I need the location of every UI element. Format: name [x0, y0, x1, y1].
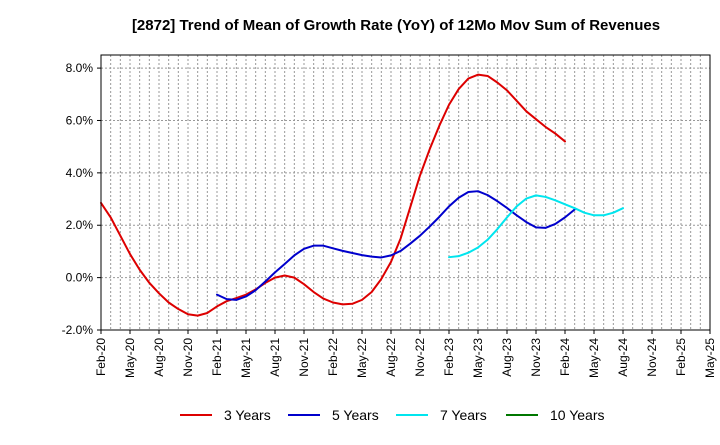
series-line-7-years [448, 194, 624, 259]
legend-label-5-years: 5 Years [332, 407, 379, 423]
x-tick-label: Nov-23 [529, 338, 543, 377]
x-tick-label: Aug-22 [384, 338, 398, 377]
legend-label-10-years: 10 Years [550, 407, 605, 423]
y-tick-label: 8.0% [66, 61, 94, 75]
x-tick-label: May-22 [355, 338, 369, 378]
x-tick-label: Feb-21 [210, 338, 224, 376]
x-tick-label: May-24 [587, 338, 601, 378]
legend-label-7-years: 7 Years [440, 407, 487, 423]
x-tick-label: Aug-23 [500, 338, 514, 377]
x-tick-label: May-23 [471, 338, 485, 378]
y-tick-label: -2.0% [62, 323, 94, 337]
y-tick-label: 4.0% [66, 166, 94, 180]
axis-layer: -2.0% 0.0% 2.0% 4.0% 6.0% 8.0% Feb-20 May-20 Aug… [62, 61, 717, 378]
y-tick-label: 6.0% [66, 113, 94, 127]
x-tick-label: May-21 [239, 338, 253, 378]
x-tick-label: Nov-24 [645, 338, 659, 377]
x-tick-label: May-25 [703, 338, 717, 378]
chart-title: [2872] Trend of Mean of Growth Rate (YoY… [132, 17, 660, 34]
x-tick-label: Nov-22 [413, 338, 427, 377]
x-tick-label: Feb-25 [674, 338, 688, 376]
x-tick-label: Feb-22 [326, 338, 340, 376]
x-tick-label: Feb-20 [94, 338, 108, 376]
x-tick-label: Aug-21 [268, 338, 282, 377]
series-line-3-years [100, 73, 566, 317]
x-tick-label: Nov-20 [181, 338, 195, 377]
legend-layer: 3 Years 5 Years 7 Years 10 Years [180, 407, 605, 423]
x-tick-label: Nov-21 [297, 338, 311, 377]
y-tick-label: 0.0% [66, 271, 94, 285]
x-tick-label: Feb-24 [558, 338, 572, 376]
x-tick-label: Feb-23 [442, 338, 456, 376]
x-tick-label: Aug-20 [152, 338, 166, 377]
legend-label-3-years: 3 Years [224, 407, 271, 423]
series-line-5-years [216, 190, 576, 301]
y-tick-label: 2.0% [66, 218, 94, 232]
plot-frame [100, 54, 711, 331]
series-layer [100, 73, 624, 317]
grid-layer [101, 55, 710, 331]
x-tick-label: Aug-24 [616, 338, 630, 377]
x-tick-label: May-20 [123, 338, 137, 378]
